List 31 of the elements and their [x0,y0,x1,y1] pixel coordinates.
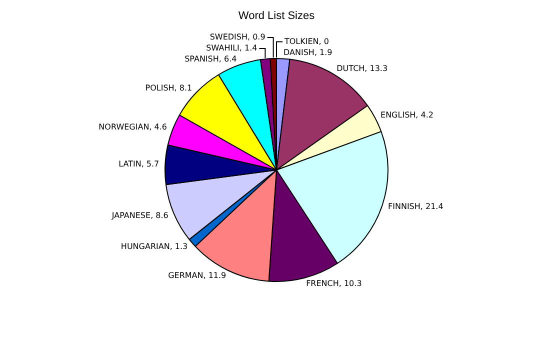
text: , 0 [318,36,329,46]
slice-label: GERMAN [168,271,204,280]
slice-label: POLISH [145,83,174,92]
data-label: , 21.4 [420,202,444,212]
slice-label: ENGLISH [380,110,416,120]
slice-label: SPANISH [184,54,219,64]
slice-label: NORWEGIAN [98,122,150,132]
data-label: , 8.6 [150,211,168,220]
data-label: , 4.6 [149,122,167,132]
slice-label: FINNISH [388,202,420,212]
data-label: , 1.4 [239,44,258,53]
chart-title: Word List Sizes [238,10,316,22]
slice-label: FRENCH [306,278,339,288]
data-label: , 5.7 [141,160,160,169]
category-label: TOLKIEN [284,36,319,46]
data-label: , 4.2 [416,110,434,120]
data-label: , 10.3 [338,278,362,288]
slice-label: DUTCH [336,64,365,74]
slice-label: DANISH [284,48,314,57]
data-label: , 1.3 [170,242,188,251]
slice-label: JAPANESE [110,211,151,220]
slice-label: SWAHILI [206,44,240,53]
data-label: , 11.9 [203,271,226,280]
data-label: , 13.3 [364,64,388,74]
data-label: , 8.1 [174,83,192,92]
slice-label: LATIN [118,160,142,169]
data-label: , 0.9 [248,32,266,42]
slice-label: SWEDISH [210,32,248,42]
data-label: , 1.9 [314,48,332,57]
slice-label: HUNGARIAN [120,242,170,251]
data-label: , 6.4 [218,54,237,64]
